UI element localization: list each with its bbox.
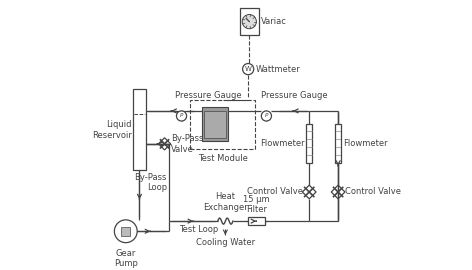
Bar (204, 111, 227, 137)
Text: Control Valve: Control Valve (345, 187, 401, 197)
Bar (202, 107, 228, 141)
Bar (240, 8, 259, 35)
Bar (190, 100, 255, 149)
Bar (306, 124, 312, 163)
Text: By-Pass
Loop: By-Pass Loop (135, 173, 167, 192)
Text: W: W (244, 66, 252, 72)
Text: By-Pass
Valve: By-Pass Valve (171, 134, 203, 154)
Circle shape (177, 111, 186, 121)
Text: Pressure Gauge: Pressure Gauge (261, 90, 328, 100)
Text: Gear
Pump: Gear Pump (114, 249, 138, 268)
Text: 15 μm
Filter: 15 μm Filter (243, 195, 270, 214)
Circle shape (243, 63, 254, 75)
Text: Cooling Water: Cooling Water (196, 238, 255, 247)
Text: P: P (180, 113, 183, 119)
Bar (134, 89, 145, 170)
Text: Variac: Variac (261, 17, 287, 26)
Text: Wattmeter: Wattmeter (256, 65, 301, 74)
Circle shape (242, 15, 256, 29)
Text: Liquid
Reservoir: Liquid Reservoir (92, 120, 132, 140)
Text: P: P (265, 113, 268, 119)
Bar (121, 227, 130, 236)
Text: Flowmeter: Flowmeter (260, 139, 304, 148)
Bar (248, 217, 265, 225)
Bar (335, 124, 341, 163)
Text: Control Valve: Control Valve (247, 187, 303, 197)
Text: Pressure Gauge: Pressure Gauge (175, 90, 242, 100)
Circle shape (114, 220, 137, 243)
Text: Test Loop: Test Loop (179, 225, 218, 234)
Text: Test Module: Test Module (198, 154, 248, 164)
Text: Flowmeter: Flowmeter (343, 139, 388, 148)
Text: Heat
Exchanger: Heat Exchanger (203, 192, 248, 212)
Circle shape (261, 111, 271, 121)
